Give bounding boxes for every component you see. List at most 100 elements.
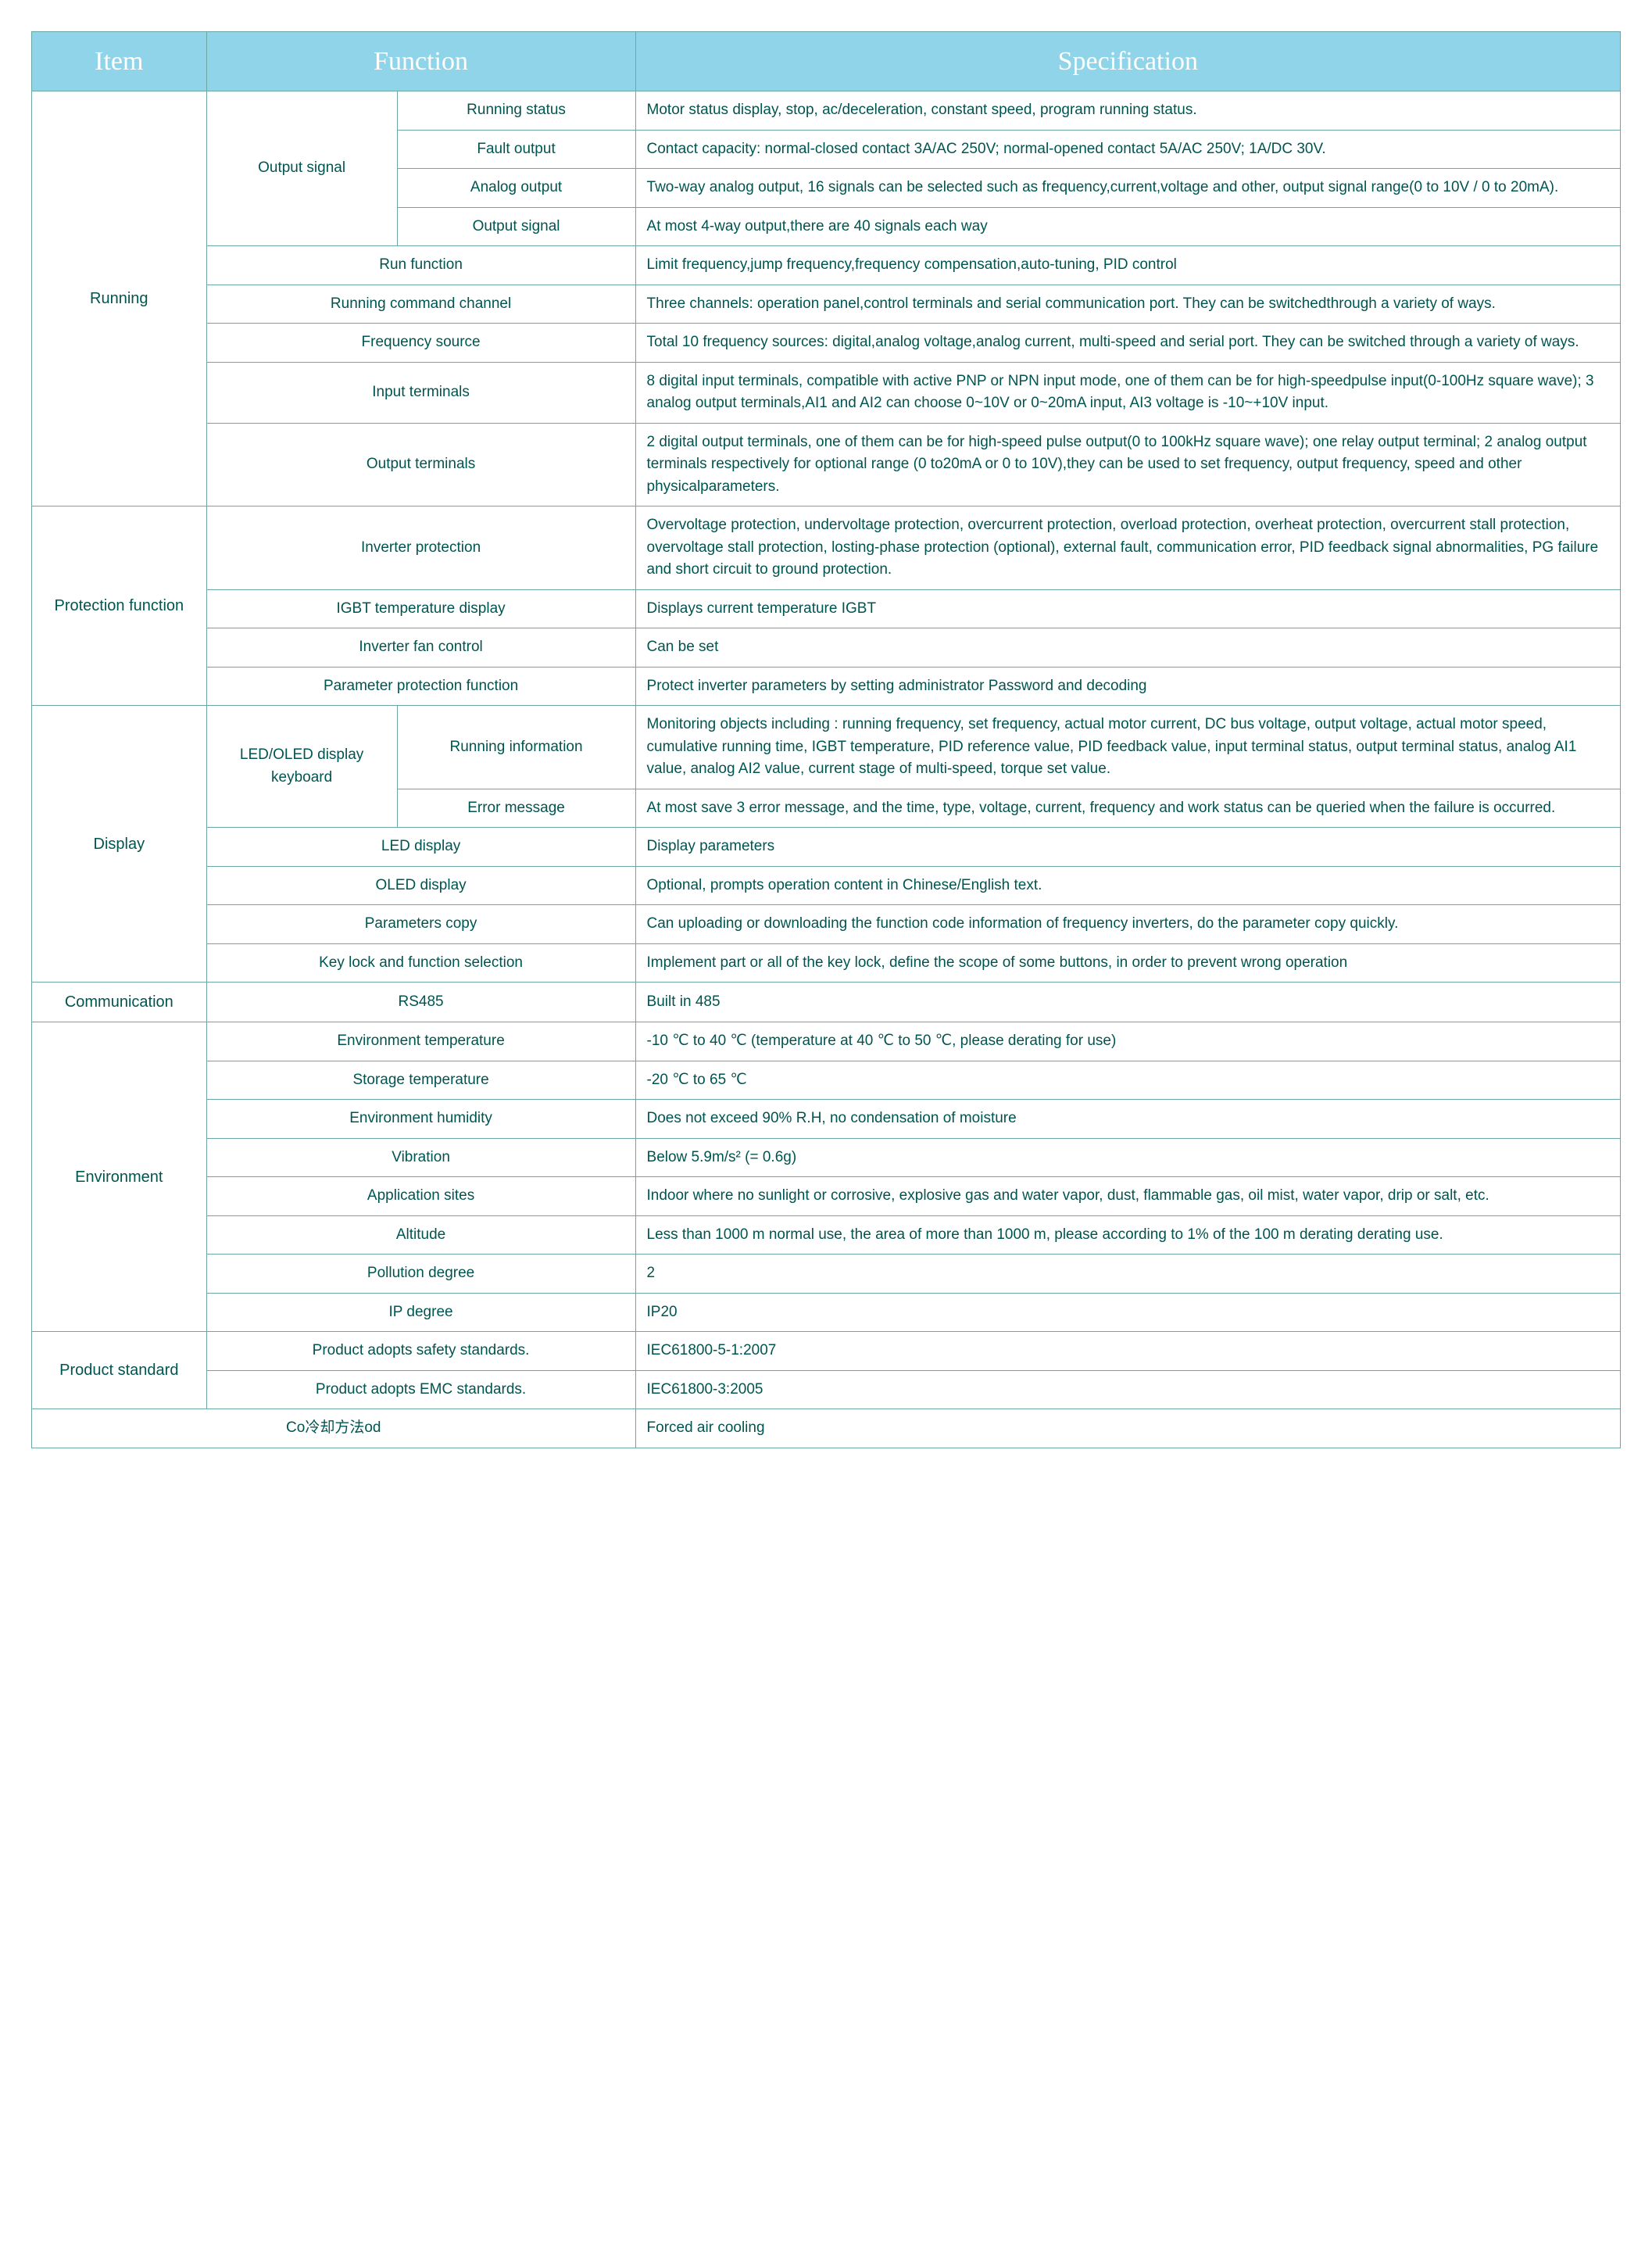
- item-label: Communication: [32, 983, 207, 1022]
- table-row: Frequency sourceTotal 10 frequency sourc…: [32, 324, 1621, 363]
- table-row: Inverter fan controlCan be set: [32, 628, 1621, 668]
- item-label: Environment: [32, 1022, 207, 1332]
- function-label: Application sites: [206, 1177, 635, 1216]
- spec-cell: Two-way analog output, 16 signals can be…: [635, 169, 1620, 208]
- spec-cell: 2: [635, 1255, 1620, 1294]
- spec-cell: Below 5.9m/s² (= 0.6g): [635, 1138, 1620, 1177]
- table-row: Product standardProduct adopts safety st…: [32, 1332, 1621, 1371]
- spec-cell: Can be set: [635, 628, 1620, 668]
- function-label: IP degree: [206, 1293, 635, 1332]
- spec-cell: Displays current temperature IGBT: [635, 589, 1620, 628]
- spec-cell: Optional, prompts operation content in C…: [635, 866, 1620, 905]
- table-row: Parameters copyCan uploading or download…: [32, 905, 1621, 944]
- function-label: Product adopts safety standards.: [206, 1332, 635, 1371]
- table-row: Storage temperature-20 ℃ to 65 ℃: [32, 1061, 1621, 1100]
- spec-cell: Implement part or all of the key lock, d…: [635, 943, 1620, 983]
- function-label: OLED display: [206, 866, 635, 905]
- item-label: Running: [32, 91, 207, 506]
- spec-cell: IP20: [635, 1293, 1620, 1332]
- header-specification: Specification: [635, 32, 1620, 91]
- item-label: Protection function: [32, 506, 207, 706]
- spec-cell: -20 ℃ to 65 ℃: [635, 1061, 1620, 1100]
- spec-cell: Three channels: operation panel,control …: [635, 285, 1620, 324]
- function-group-label: LED/OLED display keyboard: [206, 706, 397, 828]
- spec-cell: Forced air cooling: [635, 1409, 1620, 1448]
- table-row: Input terminals8 digital input terminals…: [32, 362, 1621, 423]
- function-label: RS485: [206, 983, 635, 1022]
- table-row: Key lock and function selectionImplement…: [32, 943, 1621, 983]
- table-row: IGBT temperature displayDisplays current…: [32, 589, 1621, 628]
- table-row: IP degreeIP20: [32, 1293, 1621, 1332]
- function-label: Vibration: [206, 1138, 635, 1177]
- spec-cell: IEC61800-3:2005: [635, 1370, 1620, 1409]
- spec-cell: Built in 485: [635, 983, 1620, 1022]
- spec-table: Item Function Specification RunningOutpu…: [31, 31, 1621, 1448]
- table-row: CommunicationRS485Built in 485: [32, 983, 1621, 1022]
- table-row: Application sitesIndoor where no sunligh…: [32, 1177, 1621, 1216]
- header-function: Function: [206, 32, 635, 91]
- spec-cell: -10 ℃ to 40 ℃ (temperature at 40 ℃ to 50…: [635, 1022, 1620, 1061]
- function-label: Frequency source: [206, 324, 635, 363]
- spec-cell: IEC61800-5-1:2007: [635, 1332, 1620, 1371]
- function-label: Input terminals: [206, 362, 635, 423]
- function-label: Parameter protection function: [206, 667, 635, 706]
- spec-cell: Total 10 frequency sources: digital,anal…: [635, 324, 1620, 363]
- function-label: Altitude: [206, 1215, 635, 1255]
- item-label: Display: [32, 706, 207, 983]
- table-row: Output terminals2 digital output termina…: [32, 423, 1621, 506]
- function-label: Product adopts EMC standards.: [206, 1370, 635, 1409]
- spec-cell: 2 digital output terminals, one of them …: [635, 423, 1620, 506]
- function-label: Output terminals: [206, 423, 635, 506]
- spec-cell: Does not exceed 90% R.H, no condensation…: [635, 1100, 1620, 1139]
- function-label: Storage temperature: [206, 1061, 635, 1100]
- function-label: Running command channel: [206, 285, 635, 324]
- table-row: Running command channelThree channels: o…: [32, 285, 1621, 324]
- spec-cell: Display parameters: [635, 828, 1620, 867]
- table-row: Run functionLimit frequency,jump frequen…: [32, 246, 1621, 285]
- header-item: Item: [32, 32, 207, 91]
- table-row: DisplayLED/OLED display keyboardRunning …: [32, 706, 1621, 789]
- spec-cell: Contact capacity: normal-closed contact …: [635, 130, 1620, 169]
- table-row: AltitudeLess than 1000 m normal use, the…: [32, 1215, 1621, 1255]
- spec-cell: Overvoltage protection, undervoltage pro…: [635, 506, 1620, 590]
- spec-cell: Indoor where no sunlight or corrosive, e…: [635, 1177, 1620, 1216]
- function-sub-label: Fault output: [397, 130, 635, 169]
- function-sub-label: Output signal: [397, 207, 635, 246]
- spec-cell: Less than 1000 m normal use, the area of…: [635, 1215, 1620, 1255]
- spec-cell: Monitoring objects including : running f…: [635, 706, 1620, 789]
- function-label: Inverter fan control: [206, 628, 635, 668]
- table-row: Parameter protection functionProtect inv…: [32, 667, 1621, 706]
- spec-cell: Limit frequency,jump frequency,frequency…: [635, 246, 1620, 285]
- function-label: Run function: [206, 246, 635, 285]
- function-sub-label: Running information: [397, 706, 635, 789]
- function-sub-label: Running status: [397, 91, 635, 131]
- function-label: Pollution degree: [206, 1255, 635, 1294]
- function-label: IGBT temperature display: [206, 589, 635, 628]
- table-row: Pollution degree2: [32, 1255, 1621, 1294]
- spec-cell: At most save 3 error message, and the ti…: [635, 789, 1620, 828]
- table-row: LED displayDisplay parameters: [32, 828, 1621, 867]
- table-row: EnvironmentEnvironment temperature-10 ℃ …: [32, 1022, 1621, 1061]
- table-row: VibrationBelow 5.9m/s² (= 0.6g): [32, 1138, 1621, 1177]
- spec-cell: 8 digital input terminals, compatible wi…: [635, 362, 1620, 423]
- table-row: Protection functionInverter protectionOv…: [32, 506, 1621, 590]
- table-row: Product adopts EMC standards.IEC61800-3:…: [32, 1370, 1621, 1409]
- table-row: Co冷却方法odForced air cooling: [32, 1409, 1621, 1448]
- function-label: Key lock and function selection: [206, 943, 635, 983]
- table-row: OLED displayOptional, prompts operation …: [32, 866, 1621, 905]
- item-label: Co冷却方法od: [32, 1409, 636, 1448]
- function-label: Inverter protection: [206, 506, 635, 590]
- function-group-label: Output signal: [206, 91, 397, 246]
- spec-cell: Protect inverter parameters by setting a…: [635, 667, 1620, 706]
- table-row: Environment humidityDoes not exceed 90% …: [32, 1100, 1621, 1139]
- spec-cell: At most 4-way output,there are 40 signal…: [635, 207, 1620, 246]
- header-row: Item Function Specification: [32, 32, 1621, 91]
- function-label: LED display: [206, 828, 635, 867]
- table-row: RunningOutput signalRunning statusMotor …: [32, 91, 1621, 131]
- spec-cell: Can uploading or downloading the functio…: [635, 905, 1620, 944]
- function-label: Environment humidity: [206, 1100, 635, 1139]
- item-label: Product standard: [32, 1332, 207, 1409]
- function-label: Environment temperature: [206, 1022, 635, 1061]
- function-sub-label: Error message: [397, 789, 635, 828]
- spec-cell: Motor status display, stop, ac/decelerat…: [635, 91, 1620, 131]
